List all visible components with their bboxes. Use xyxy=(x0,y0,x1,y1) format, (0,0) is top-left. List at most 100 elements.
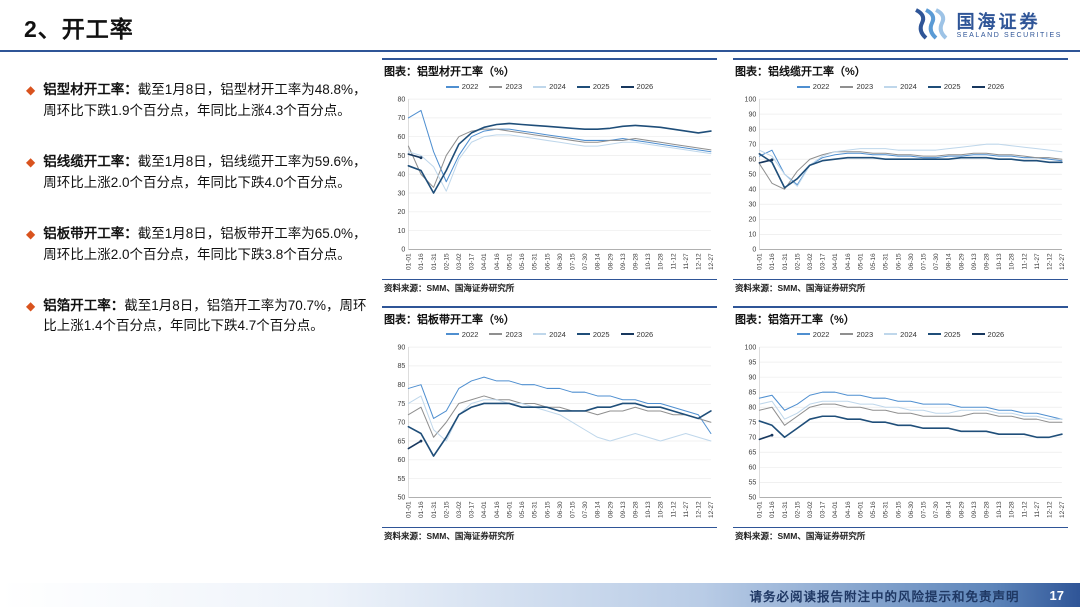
svg-text:20: 20 xyxy=(397,208,405,216)
svg-text:08-29: 08-29 xyxy=(958,253,965,270)
svg-text:75: 75 xyxy=(748,418,756,426)
legend-swatch xyxy=(489,85,503,88)
svg-text:12-12: 12-12 xyxy=(1047,253,1054,270)
svg-text:04-01: 04-01 xyxy=(481,253,488,270)
svg-text:01-01: 01-01 xyxy=(406,253,413,270)
svg-text:06-15: 06-15 xyxy=(895,253,902,270)
bullet-text: 铝板带开工率：截至1月8日，铝板带开工率为65.0%，周环比上涨2.0个百分点，… xyxy=(43,224,368,266)
svg-text:40: 40 xyxy=(397,171,405,179)
svg-text:06-15: 06-15 xyxy=(544,501,551,518)
svg-text:01-16: 01-16 xyxy=(769,253,776,270)
svg-text:10-13: 10-13 xyxy=(645,253,652,270)
legend-swatch xyxy=(620,333,634,336)
svg-text:11-27: 11-27 xyxy=(683,501,690,517)
svg-text:85: 85 xyxy=(397,362,405,370)
svg-text:06-30: 06-30 xyxy=(908,501,915,518)
svg-text:70: 70 xyxy=(748,433,756,441)
svg-text:30: 30 xyxy=(748,201,756,209)
bullet-item: ◆ 铝型材开工率：截至1月8日，铝型材开工率为48.8%，周环比下跌1.9个百分… xyxy=(26,80,368,122)
diamond-bullet-icon: ◆ xyxy=(26,226,36,241)
svg-text:10: 10 xyxy=(397,227,405,235)
legend-swatch xyxy=(971,333,985,336)
svg-text:09-28: 09-28 xyxy=(633,253,640,270)
svg-text:01-31: 01-31 xyxy=(431,253,438,270)
svg-text:10: 10 xyxy=(748,231,756,239)
bullet-body: 截至1月8日，铝箔开工率为70.7%，周环比上涨1.4个百分点，年同比下跌4.7… xyxy=(43,297,367,334)
svg-text:04-01: 04-01 xyxy=(832,253,839,270)
svg-text:50: 50 xyxy=(748,171,756,179)
svg-text:02-15: 02-15 xyxy=(443,253,450,270)
source-note: 资料来源：SMM、国海证券研究所 xyxy=(382,526,717,542)
svg-text:60: 60 xyxy=(748,463,756,471)
svg-text:05-16: 05-16 xyxy=(870,501,877,518)
legend-item-2025: 2025 xyxy=(927,82,961,91)
svg-text:04-01: 04-01 xyxy=(481,501,488,518)
svg-text:70: 70 xyxy=(748,141,756,149)
legend-item-2026: 2026 xyxy=(971,330,1004,339)
svg-text:02-15: 02-15 xyxy=(794,253,801,270)
page-title: 2、开工率 xyxy=(24,15,134,42)
bullet-body: 截至1月8日，铝型材开工率为48.8%，周环比下跌1.9个百分点，年同比上涨4.… xyxy=(43,82,367,118)
svg-text:04-16: 04-16 xyxy=(845,501,852,518)
svg-text:05-31: 05-31 xyxy=(532,501,539,518)
svg-text:80: 80 xyxy=(748,403,756,411)
legend-item-2023: 2023 xyxy=(489,330,522,339)
svg-text:06-30: 06-30 xyxy=(908,253,915,270)
svg-text:01-16: 01-16 xyxy=(418,501,425,518)
svg-text:07-15: 07-15 xyxy=(569,501,576,518)
legend-swatch xyxy=(576,333,590,336)
svg-text:08-29: 08-29 xyxy=(958,501,965,518)
svg-text:07-15: 07-15 xyxy=(920,253,927,270)
bullet-item: ◆ 铝板带开工率：截至1月8日，铝板带开工率为65.0%，周环比上涨2.0个百分… xyxy=(26,224,368,266)
svg-text:80: 80 xyxy=(397,95,405,103)
svg-text:60: 60 xyxy=(397,456,405,464)
legend-swatch xyxy=(489,333,503,336)
legend-swatch xyxy=(533,333,547,336)
svg-text:10-28: 10-28 xyxy=(1009,253,1016,270)
diamond-bullet-icon: ◆ xyxy=(26,83,36,97)
svg-text:09-28: 09-28 xyxy=(984,253,991,270)
svg-text:70: 70 xyxy=(397,114,405,122)
chart-card-aluminum-profile: 图表：铝型材开工率（%） 2022 2023 2024 2025 2026 0 10 20 3… xyxy=(382,58,717,294)
svg-text:01-01: 01-01 xyxy=(757,253,764,270)
chart-card-aluminum-cable: 图表：铝线缆开工率（%） 2022 2023 2024 2025 2026 0 10 20 3… xyxy=(733,58,1068,294)
svg-text:08-29: 08-29 xyxy=(607,253,614,270)
svg-text:05-16: 05-16 xyxy=(519,253,526,270)
legend-item-2025: 2025 xyxy=(927,330,961,339)
legend-swatch xyxy=(971,85,985,88)
svg-text:30: 30 xyxy=(397,189,405,197)
chart-title: 图表：铝箔开工率（%） xyxy=(733,305,1068,328)
svg-text:04-01: 04-01 xyxy=(832,501,839,518)
legend-item-2025: 2025 xyxy=(576,330,610,339)
svg-text:12-27: 12-27 xyxy=(1059,253,1066,270)
sealand-logo-icon xyxy=(912,8,950,45)
bullet-text: 铝线缆开工率：截至1月8日，铝线缆开工率为59.6%，周环比上涨2.0个百分点，… xyxy=(43,152,368,194)
svg-text:12-12: 12-12 xyxy=(696,501,703,518)
legend-item-2024: 2024 xyxy=(884,82,917,91)
legend-swatch xyxy=(796,333,810,336)
bullet-item: ◆ 铝线缆开工率：截至1月8日，铝线缆开工率为59.6%，周环比上涨2.0个百分… xyxy=(26,152,368,194)
svg-text:07-15: 07-15 xyxy=(569,253,576,270)
svg-text:04-16: 04-16 xyxy=(494,253,501,270)
svg-text:09-13: 09-13 xyxy=(620,501,627,518)
line-chart: 50 55 60 65 70 75 80 85 90 95 100 01-01 01-16 01-31 02… xyxy=(745,343,1067,518)
legend-item-2023: 2023 xyxy=(489,82,522,91)
legend-item-2026: 2026 xyxy=(971,82,1004,91)
svg-text:05-01: 05-01 xyxy=(857,253,864,270)
slide-header: 2、开工率 国海证券 SEALAND SECURITIES xyxy=(0,0,1080,52)
svg-text:95: 95 xyxy=(748,358,756,366)
svg-text:04-16: 04-16 xyxy=(845,253,852,270)
svg-text:02-15: 02-15 xyxy=(443,501,450,518)
svg-text:03-02: 03-02 xyxy=(807,253,814,270)
svg-text:12-27: 12-27 xyxy=(1059,501,1066,518)
svg-text:01-31: 01-31 xyxy=(782,253,789,270)
svg-text:10-13: 10-13 xyxy=(645,501,652,518)
legend-item-2022: 2022 xyxy=(445,82,478,91)
legend-item-2026: 2026 xyxy=(620,82,653,91)
legend-swatch xyxy=(445,85,459,88)
chart-title: 图表：铝板带开工率（%） xyxy=(382,305,717,328)
svg-text:05-31: 05-31 xyxy=(883,253,890,270)
legend-item-2024: 2024 xyxy=(533,330,566,339)
svg-text:07-30: 07-30 xyxy=(933,501,940,518)
svg-text:08-14: 08-14 xyxy=(946,253,953,270)
